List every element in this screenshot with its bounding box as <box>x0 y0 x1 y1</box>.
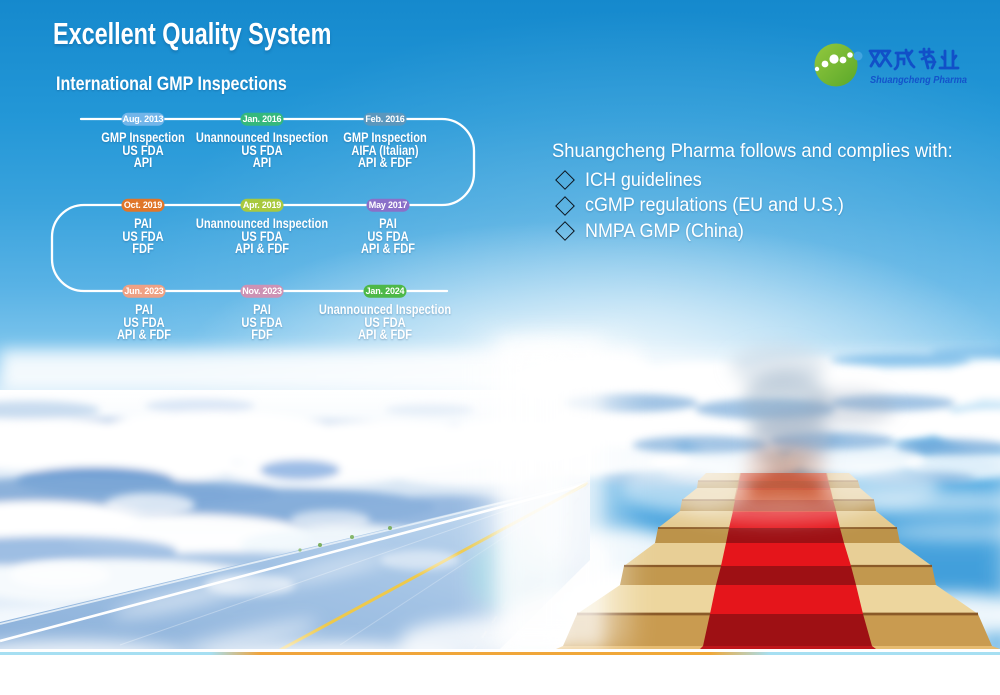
svg-text:Shuangcheng Pharma: Shuangcheng Pharma <box>870 74 967 86</box>
